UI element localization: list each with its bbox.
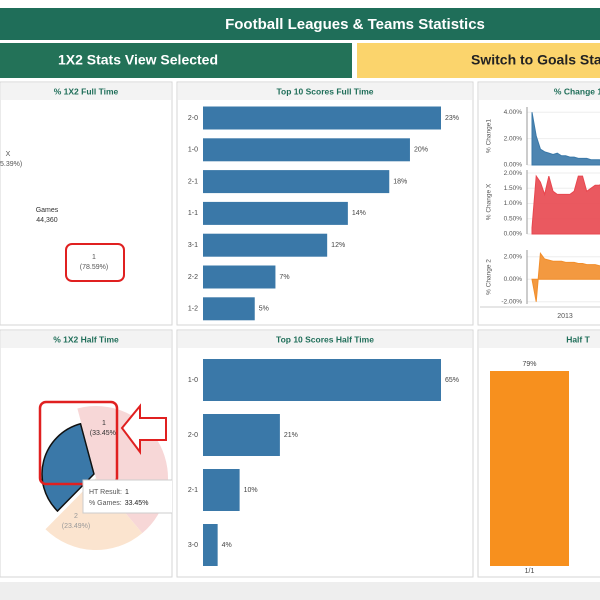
- category-label: 2-1: [188, 178, 198, 185]
- bar-value-label: 23%: [445, 115, 459, 122]
- footer-bar: [0, 582, 600, 600]
- bar: [203, 469, 240, 511]
- panel-title: Top 10 Scores Half Time: [276, 334, 374, 344]
- slice-label: X: [6, 151, 11, 158]
- panel-title-bar: [479, 83, 600, 100]
- tooltip: [82, 479, 172, 514]
- bar: [203, 106, 441, 130]
- y-tick-label: 4.00%: [504, 109, 523, 116]
- category-label: 1-0: [188, 377, 198, 384]
- area: [531, 174, 600, 235]
- axis-label: % Change 2: [486, 259, 493, 295]
- tooltip-value: 33.45%: [125, 500, 149, 507]
- y-tick-label: 1.50%: [504, 185, 523, 192]
- tooltip-value: 1: [125, 489, 129, 496]
- slice-label: 1: [92, 254, 96, 261]
- tooltip-label: HT Result:: [89, 489, 122, 496]
- panel-title: % Change 1: [554, 86, 600, 96]
- slice-value-label: (33.45%): [90, 430, 118, 437]
- panel-title: Half T: [566, 334, 590, 344]
- y-tick-label: 0.50%: [504, 215, 523, 222]
- center-value: 44,360: [36, 217, 58, 224]
- category-label: 3-0: [188, 542, 198, 549]
- category-label: 1-1: [188, 210, 198, 217]
- pie-slice: [45, 478, 143, 550]
- bar-value-label: 65%: [445, 377, 459, 384]
- slice-value-label: (78.59%): [80, 264, 108, 271]
- arrow: [120, 403, 167, 455]
- bar-value-label: 7%: [279, 274, 289, 281]
- panel-title-bar: [178, 83, 472, 100]
- category-label: 1-0: [188, 147, 198, 154]
- bar: [203, 233, 328, 257]
- bar-value-label: 21%: [284, 432, 298, 439]
- panel-title-bar: [1, 83, 171, 100]
- bar: [203, 297, 255, 321]
- axis-label: % Change X: [486, 183, 493, 220]
- bar-value-label: 12%: [331, 242, 345, 249]
- bar: [203, 138, 410, 162]
- slice-value-label: (23.49%): [62, 523, 90, 530]
- panel-title-bar: [178, 331, 472, 348]
- header-title: Football Leagues & Teams Statistics: [225, 16, 485, 33]
- panel-title: Top 10 Scores Full Time: [277, 86, 374, 96]
- tooltip-label: % Games:: [89, 500, 122, 507]
- bar: [203, 170, 390, 194]
- bar-value-label: 10%: [244, 487, 258, 494]
- bar: [203, 201, 348, 225]
- center-label: Games: [36, 207, 59, 214]
- category-label: 2-2: [188, 274, 198, 281]
- area: [531, 252, 600, 302]
- tooltip-row: HT Result: 1: [89, 489, 129, 496]
- category-label: 2-1: [188, 487, 198, 494]
- bar-value-label: 20%: [414, 147, 428, 154]
- bar-value-label: 79%: [522, 361, 536, 368]
- category-label: 1/1: [525, 568, 535, 575]
- category-label: 2-0: [188, 115, 198, 122]
- bar-value-label: 14%: [352, 210, 366, 217]
- y-tick-label: 0.00%: [504, 276, 523, 283]
- tab-label[interactable]: 1X2 Stats View Selected: [58, 52, 218, 68]
- category-label: 3-1: [188, 242, 198, 249]
- y-tick-label: 1.00%: [504, 200, 523, 207]
- x-tick-label: 2013: [557, 313, 573, 320]
- category-label: 2-0: [188, 432, 198, 439]
- bar: [203, 414, 280, 456]
- highlight-box: [65, 243, 125, 282]
- category-label: 1-2: [188, 306, 198, 313]
- header-bar: [0, 8, 600, 40]
- highlight-box: [38, 400, 119, 486]
- area: [531, 112, 600, 166]
- slice-label: 1: [102, 420, 106, 427]
- panel-title-bar: [1, 331, 171, 348]
- bar: [203, 524, 218, 566]
- panel: [0, 81, 173, 326]
- tab-label[interactable]: Switch to Goals Stat: [471, 52, 600, 68]
- y-tick-label: 0.00%: [504, 231, 523, 238]
- y-tick-label: 2.00%: [504, 170, 523, 177]
- tab-switch[interactable]: [357, 43, 600, 78]
- panel-title: % 1X2 Full Time: [54, 86, 119, 96]
- bar-value-label: 18%: [393, 178, 407, 185]
- bar: [203, 265, 276, 289]
- panel-title: % 1X2 Half Time: [53, 334, 119, 344]
- panel-title-bar: [479, 331, 600, 348]
- tab-active[interactable]: [0, 43, 352, 78]
- slice-value-label: (15.39%): [0, 161, 22, 168]
- bar: [203, 359, 441, 401]
- y-tick-label: -2.00%: [501, 298, 522, 305]
- bar: [490, 371, 569, 566]
- axis-label: % Change1: [486, 119, 493, 153]
- bar-value-label: 5%: [259, 306, 269, 313]
- y-tick-label: 2.00%: [504, 135, 523, 142]
- tooltip-row: % Games: 33.45%: [89, 500, 148, 507]
- y-tick-label: 2.00%: [504, 253, 523, 260]
- slice-label: 2: [74, 513, 78, 520]
- pie-slice: [41, 422, 95, 513]
- bar-value-label: 4%: [222, 542, 232, 549]
- y-tick-label: 0.00%: [504, 162, 523, 169]
